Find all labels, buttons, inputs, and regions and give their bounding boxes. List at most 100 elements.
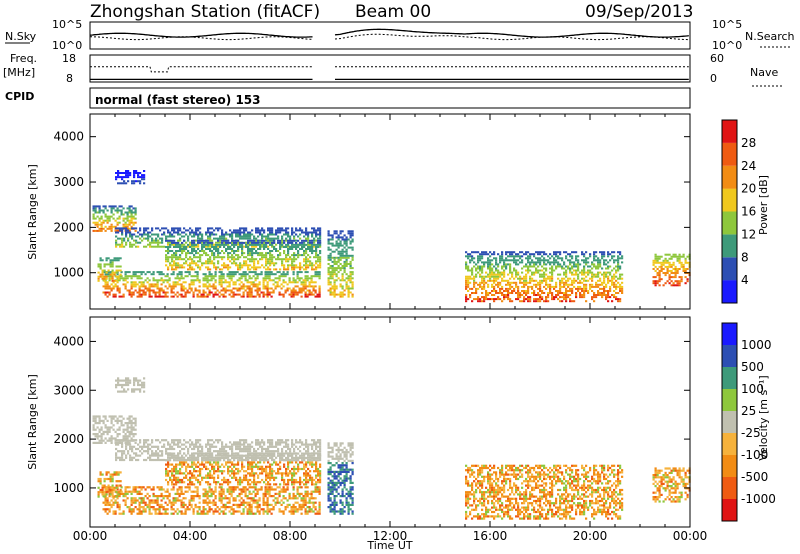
heatmap-cell [100,435,103,438]
heatmap-cell [262,283,265,286]
heatmap-cell [287,250,290,252]
heatmap-cell [262,279,265,282]
heatmap-cell [201,476,204,479]
heatmap-cell [181,456,184,459]
heatmap-cell [579,271,582,274]
heatmap-cell [165,256,168,259]
heatmap-cell [247,472,250,475]
heatmap-cell [569,294,572,296]
heatmap-cell [279,439,282,442]
heatmap-cell [674,276,677,279]
heatmap-cell [559,253,562,256]
heatmap-cell [307,445,310,448]
heatmap-cell [533,294,536,296]
heatmap-cell [527,285,530,288]
heatmap-cell [152,291,155,294]
heatmap-cell [249,260,252,263]
heatmap-cell [223,447,226,451]
heatmap-cell [126,435,129,438]
heatmap-cell [138,295,141,298]
heatmap-cell [174,293,177,296]
heatmap-cell [613,296,616,299]
heatmap-cell [315,252,318,255]
heatmap-cell [251,229,254,232]
heatmap-cell [179,239,182,242]
heatmap-cell [129,445,132,448]
heatmap-cell [619,300,622,303]
heatmap-cell [132,283,135,286]
heatmap-cell [239,266,242,269]
heatmap-cell [241,459,244,462]
heatmap-cell [152,273,155,276]
heatmap-cell [513,255,516,258]
heatmap-cell [565,275,568,278]
heatmap-cell [116,285,119,288]
heatmap-cell [308,281,311,284]
heatmap-cell [527,300,530,303]
heatmap-cell [134,289,137,292]
heatmap-cell [183,262,186,265]
heatmap-cell [273,241,276,244]
heatmap-cell [680,261,683,264]
heatmap-cell [124,285,127,288]
heatmap-cell [261,258,264,261]
heatmap-cell [279,239,282,242]
heatmap-cell [473,275,476,278]
heatmap-cell [247,478,250,482]
heatmap-cell [273,233,276,236]
heatmap-cell [269,231,272,234]
heatmap-cell [291,264,294,267]
heatmap-cell [339,285,342,288]
heatmap-cell [583,265,586,268]
heatmap-cell [175,459,178,462]
heatmap-cell [185,470,188,473]
heatmap-cell [237,246,240,248]
heatmap-cell [521,294,524,296]
heatmap-cell [543,267,546,270]
heatmap-cell [171,472,174,475]
heatmap-cell [221,472,224,475]
heatmap-cell [130,419,133,422]
heatmap-cell [123,239,126,242]
heatmap-cell [335,232,338,235]
heatmap-cell [537,261,540,264]
heatmap-cell [537,283,540,286]
heatmap-cell [121,454,124,457]
heatmap-cell [170,285,173,288]
heatmap-cell [257,447,260,451]
heatmap-cell [279,248,282,250]
heatmap-cell [489,271,492,274]
heatmap-cell [555,281,558,284]
heatmap-cell [189,443,192,446]
heatmap-cell [609,290,612,292]
heatmap-cell [652,276,655,279]
heatmap-cell [351,277,354,280]
heatmap-cell [567,253,570,256]
heatmap-cell [118,205,121,208]
heatmap-cell [247,467,250,471]
heatmap-cell [333,283,336,286]
heatmap-cell [217,450,220,453]
heatmap-cell [678,284,681,287]
heatmap-cell [493,298,496,301]
heatmap-cell [119,269,122,272]
heatmap-cell [611,283,614,286]
heatmap-cell [135,170,138,172]
heatmap-cell [277,250,280,252]
heatmap-cell [517,287,520,290]
heatmap-cell [151,239,154,242]
heatmap-cell [125,170,128,172]
heatmap-cell [195,243,198,246]
heatmap-cell [313,443,316,446]
heatmap-cell [217,463,220,466]
heatmap-cell [211,474,214,477]
heatmap-cell [337,250,340,253]
heatmap-cell [181,465,184,468]
heatmap-cell [331,256,334,259]
heatmap-cell [658,274,661,277]
heatmap-cell [672,276,675,279]
heatmap-cell [585,261,588,264]
heatmap-cell [182,281,185,284]
heatmap-cell [539,259,542,262]
heatmap-cell [197,454,200,457]
